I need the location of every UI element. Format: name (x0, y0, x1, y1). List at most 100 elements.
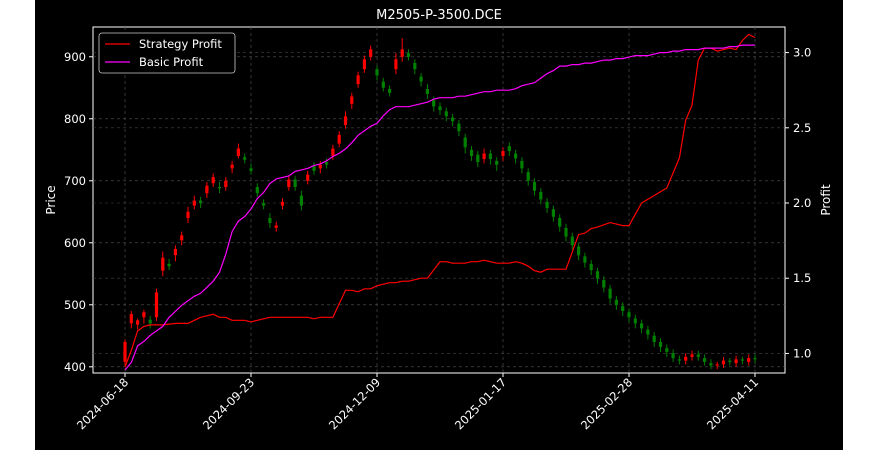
y-tick-label-right: 2.5 (793, 121, 811, 135)
candle-body (394, 59, 398, 70)
candle-body (564, 227, 568, 237)
plot-area (92, 26, 786, 374)
y-tick-label-right: 3.0 (793, 46, 811, 60)
y-tick-label-left: 700 (64, 174, 86, 188)
candle-body (161, 257, 165, 271)
candle-body (142, 312, 146, 318)
y-tick-label-left: 400 (64, 360, 86, 374)
legend: Strategy Profit Basic Profit (98, 32, 236, 74)
candle-body (312, 165, 316, 171)
candle-body (154, 292, 159, 318)
candle-body (488, 153, 492, 160)
candle-body (646, 329, 650, 335)
candle-body (173, 248, 177, 256)
candle-body (457, 123, 461, 132)
candle-body (753, 358, 757, 360)
candle-body (287, 179, 291, 187)
candle-body (602, 279, 606, 288)
chart-title: M2505-P-3500.DCE (376, 8, 502, 23)
legend-label-strategy: Strategy Profit (139, 37, 222, 51)
y-tick-label-right: 1.5 (793, 271, 811, 285)
candle-body (268, 217, 272, 223)
candle-body (444, 111, 448, 117)
candle-body (545, 201, 549, 209)
candle-body (671, 353, 675, 359)
series-line-basic-profit (124, 44, 755, 371)
candle-body (658, 341, 663, 347)
candle-body (211, 177, 215, 184)
candle-body (400, 49, 404, 57)
candle-body (652, 335, 656, 342)
legend-label-basic: Basic Profit (139, 55, 204, 69)
profit-lines (124, 33, 756, 371)
candle-body (558, 217, 562, 227)
candle-body (721, 360, 726, 365)
candle-body (570, 236, 574, 246)
candle-body (199, 200, 203, 204)
candle-body (551, 209, 555, 217)
y-axis-label-right: Profit (819, 184, 833, 216)
candle-body (325, 162, 329, 165)
candle-body (608, 288, 612, 299)
candle-body (526, 172, 530, 181)
candle-body (306, 174, 310, 181)
candle-body (709, 363, 713, 366)
candle-body (451, 117, 455, 122)
y-tick-label-right: 2.0 (793, 196, 811, 210)
candle-body (224, 180, 228, 187)
candle-body (495, 160, 499, 165)
candle-body (589, 263, 593, 271)
candle-body (514, 153, 518, 159)
candle-body (419, 76, 423, 82)
candle-body (255, 186, 259, 194)
candle-body (362, 59, 366, 70)
candle-body (432, 100, 436, 107)
y-tick-label-left: 600 (64, 236, 86, 250)
candle-body (696, 354, 700, 357)
candle-body (734, 359, 738, 364)
candles (123, 38, 757, 370)
candle-body (217, 186, 222, 189)
candle-body (633, 318, 637, 324)
candle-body (369, 49, 373, 57)
candle-body (388, 89, 392, 93)
candle-body (507, 146, 511, 152)
candle-body (577, 246, 581, 256)
candle-body (747, 358, 751, 362)
candle-body (136, 320, 140, 325)
candle-body (627, 312, 631, 318)
candle-body (425, 89, 429, 94)
candle-body (318, 164, 322, 169)
candle-body (343, 116, 348, 125)
candle-body (413, 62, 417, 70)
legend-box (98, 32, 236, 74)
candle-body (469, 149, 474, 156)
candle-body (640, 323, 644, 329)
candle-body (684, 356, 688, 361)
y-tick-label-left: 800 (64, 112, 86, 126)
candle-body (665, 348, 669, 352)
candle-body (331, 148, 335, 156)
candle-body (539, 191, 543, 200)
candle-body (186, 211, 190, 218)
candle-body (243, 157, 247, 160)
candle-body (167, 263, 171, 267)
candle-body (614, 299, 618, 305)
y-axis-label-left: Price (44, 185, 58, 214)
candle-body (230, 164, 234, 169)
candle-body (482, 153, 486, 160)
candle-body (129, 314, 133, 324)
y-tick-label-left: 500 (64, 298, 86, 312)
candle-body (381, 81, 385, 88)
candle-body (438, 106, 442, 111)
candle-body (350, 96, 354, 104)
candle-body (280, 201, 285, 206)
candle-body (715, 364, 719, 366)
candle-body (520, 160, 524, 169)
candle-body (249, 168, 253, 171)
candle-body (501, 151, 505, 156)
candle-body (148, 319, 152, 324)
candle-body (337, 134, 341, 144)
